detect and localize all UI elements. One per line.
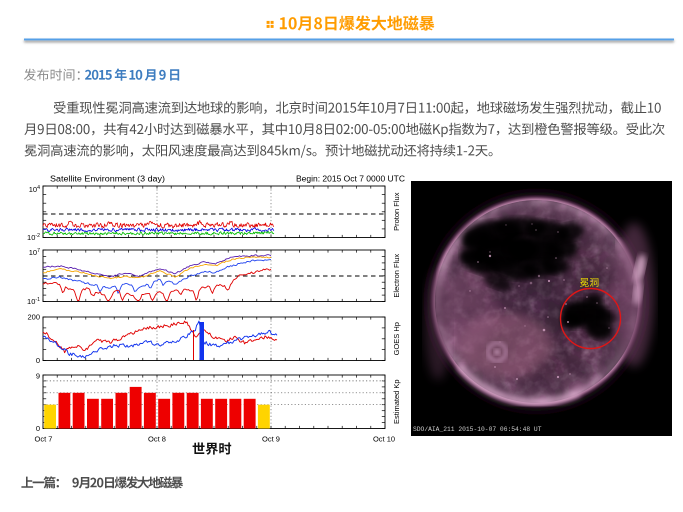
- svg-text:104: 104: [29, 185, 40, 194]
- svg-text:0: 0: [36, 424, 40, 433]
- svg-text:Proton Flux: Proton Flux: [392, 192, 401, 231]
- svg-text:9: 9: [36, 372, 40, 381]
- svg-text:Oct 10: Oct 10: [373, 435, 395, 444]
- svg-text:SDO/AIA_211 2015-10-07 06:54:: SDO/AIA_211 2015-10-07 06:54:48 UT: [413, 426, 542, 433]
- svg-text:107: 107: [29, 248, 40, 257]
- svg-text:Estimated Kp: Estimated Kp: [392, 379, 401, 424]
- svg-text:Oct 9: Oct 9: [262, 435, 280, 444]
- svg-text:Oct 7: Oct 7: [35, 435, 53, 444]
- svg-text:GOES Hp: GOES Hp: [392, 322, 401, 355]
- svg-text:Electron Flux: Electron Flux: [392, 254, 401, 298]
- svg-text:Oct 8: Oct 8: [148, 435, 166, 444]
- svg-text:200: 200: [27, 313, 40, 322]
- svg-text:Begin: 2015 Oct 7 0000 UTC: Begin: 2015 Oct 7 0000 UTC: [296, 175, 405, 184]
- svg-text:0: 0: [36, 356, 40, 365]
- svg-text:10-2: 10-2: [27, 233, 40, 242]
- svg-text:Satellite Environment (3 day): Satellite Environment (3 day): [50, 175, 165, 184]
- svg-text:10-1: 10-1: [27, 297, 40, 306]
